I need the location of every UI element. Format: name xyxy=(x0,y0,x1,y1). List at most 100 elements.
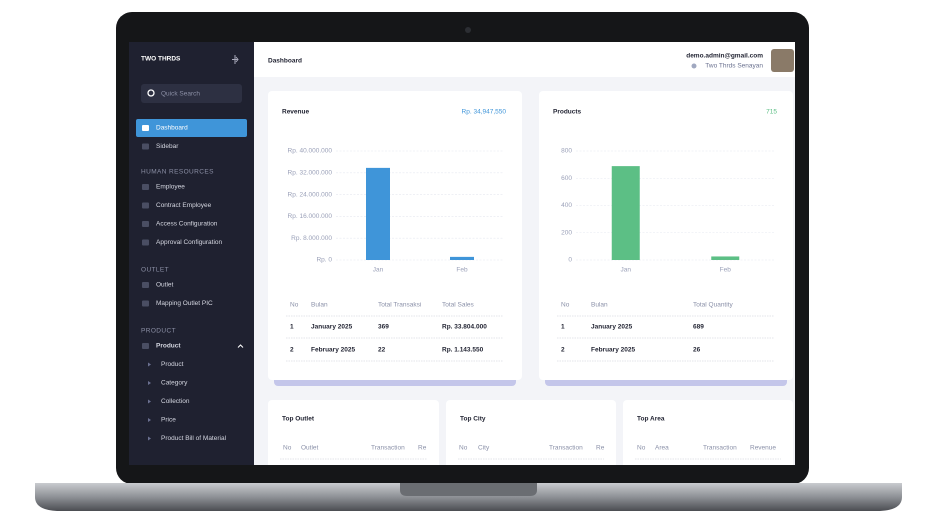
nav-active xyxy=(136,119,247,137)
nav-icon xyxy=(142,125,149,131)
y-tick-label: 400 xyxy=(561,202,572,209)
table-header: No xyxy=(283,445,292,452)
table-header: Re xyxy=(596,445,605,452)
card-title: Top Area xyxy=(637,416,665,423)
table-cell: January 2025 xyxy=(311,324,353,331)
card-title: Revenue xyxy=(282,109,309,116)
sub-bullet xyxy=(148,436,151,441)
nav-item[interactable]: Contract Employee xyxy=(156,202,212,209)
nav-icon xyxy=(142,282,149,288)
card xyxy=(446,400,616,465)
screen: TWO THRDS Quick Search Dashboard demo.ad… xyxy=(129,42,795,465)
y-tick-label: Rp. 32.000.000 xyxy=(288,170,333,177)
bar xyxy=(450,256,474,260)
outlet-name[interactable]: Two Thrds Senayan xyxy=(705,63,763,70)
table-cell: 26 xyxy=(693,347,701,354)
section-title: OUTLET xyxy=(141,267,169,274)
nav-item[interactable]: Dashboard xyxy=(156,125,188,132)
sub-bullet xyxy=(148,418,151,422)
sub-bullet xyxy=(148,399,151,404)
table-cell: Rp. 1.143.550 xyxy=(442,347,484,354)
search-placeholder[interactable]: Quick Search xyxy=(161,91,200,98)
card xyxy=(268,91,522,380)
table-cell: Rp. 33.804.000 xyxy=(442,324,487,331)
table-cell: 689 xyxy=(693,324,704,331)
table-cell: 2 xyxy=(290,347,294,354)
table-header: City xyxy=(478,445,490,452)
collapse-icon[interactable] xyxy=(232,55,239,64)
y-tick-label: 0 xyxy=(568,257,572,264)
table-header: No xyxy=(290,302,299,309)
table-header: Total Quantity xyxy=(693,302,733,309)
table-cell: 1 xyxy=(290,324,294,331)
table-cell: 369 xyxy=(378,324,389,331)
laptop-base xyxy=(35,483,902,511)
nav-subitem[interactable]: Category xyxy=(161,380,188,387)
y-tick-label: 800 xyxy=(561,148,572,155)
bar xyxy=(366,167,390,260)
table-cell: 2 xyxy=(561,347,565,354)
table-header: Transaction xyxy=(549,445,583,452)
nav-icon xyxy=(142,343,149,349)
nav-item[interactable]: Sidebar xyxy=(156,143,179,150)
section-title: HUMAN RESOURCES xyxy=(141,169,214,176)
nav-item[interactable]: Employee xyxy=(156,184,185,191)
nav-item[interactable]: Access Configuration xyxy=(156,221,218,228)
table-header: No xyxy=(459,445,468,452)
table-header: Transaction xyxy=(703,445,737,452)
x-tick-label: Jan xyxy=(373,267,384,274)
table-header: Bulan xyxy=(591,302,608,309)
y-tick-label: Rp. 8.000.000 xyxy=(291,235,332,242)
nav-icon xyxy=(142,239,149,246)
x-tick-label: Feb xyxy=(456,267,468,274)
nav-item[interactable]: Mapping Outlet PIC xyxy=(156,300,213,307)
search-box[interactable] xyxy=(141,84,242,103)
y-tick-label: Rp. 24.000.000 xyxy=(288,191,333,198)
y-tick-label: Rp. 16.000.000 xyxy=(288,213,333,220)
table-header: Outlet xyxy=(301,445,319,452)
nav-subitem[interactable]: Product Bill of Material xyxy=(161,435,227,442)
sidebar xyxy=(129,42,254,465)
table-header: Bulan xyxy=(311,302,328,309)
card xyxy=(539,91,793,380)
card xyxy=(268,400,439,465)
card-title: Top Outlet xyxy=(282,416,315,423)
base-notch xyxy=(400,483,537,496)
table-header: Total Sales xyxy=(442,302,475,309)
sub-bullet xyxy=(148,381,151,385)
nav-subitem[interactable]: Price xyxy=(161,417,176,424)
avatar[interactable] xyxy=(771,49,794,72)
table-header: No xyxy=(561,302,570,309)
table-header: Area xyxy=(655,445,669,452)
table-header: Re xyxy=(418,445,427,452)
table-header: Total Transaksi xyxy=(378,302,421,309)
card-title: Top City xyxy=(460,416,486,423)
card xyxy=(623,400,793,465)
table-cell: February 2025 xyxy=(591,347,635,354)
outlet-icon xyxy=(691,63,697,69)
nav-subitem[interactable]: Collection xyxy=(161,398,190,405)
x-tick-label: Feb xyxy=(720,267,732,274)
nav-icon xyxy=(142,143,149,150)
brand: TWO THRDS xyxy=(141,56,181,63)
table-header: No xyxy=(637,445,646,452)
section-title: PRODUCT xyxy=(141,328,176,335)
nav-icon xyxy=(142,202,149,209)
header xyxy=(254,42,795,77)
user-email: demo.admin@gmail.com xyxy=(686,53,763,60)
table-cell: 1 xyxy=(561,324,565,331)
table-header: Transaction xyxy=(371,445,405,452)
y-tick-label: 600 xyxy=(561,175,572,182)
nav-item[interactable]: Approval Configuration xyxy=(156,239,223,246)
x-tick-label: Jan xyxy=(621,267,632,274)
table-header: Revenue xyxy=(750,445,776,452)
nav-subitem[interactable]: Product xyxy=(161,361,184,368)
bar xyxy=(611,166,640,260)
card-total: Rp. 34,947,550 xyxy=(462,109,507,116)
search-icon xyxy=(147,89,155,97)
table-cell: February 2025 xyxy=(311,347,355,354)
nav-item[interactable]: Product xyxy=(156,343,181,350)
nav-item[interactable]: Outlet xyxy=(156,282,174,289)
